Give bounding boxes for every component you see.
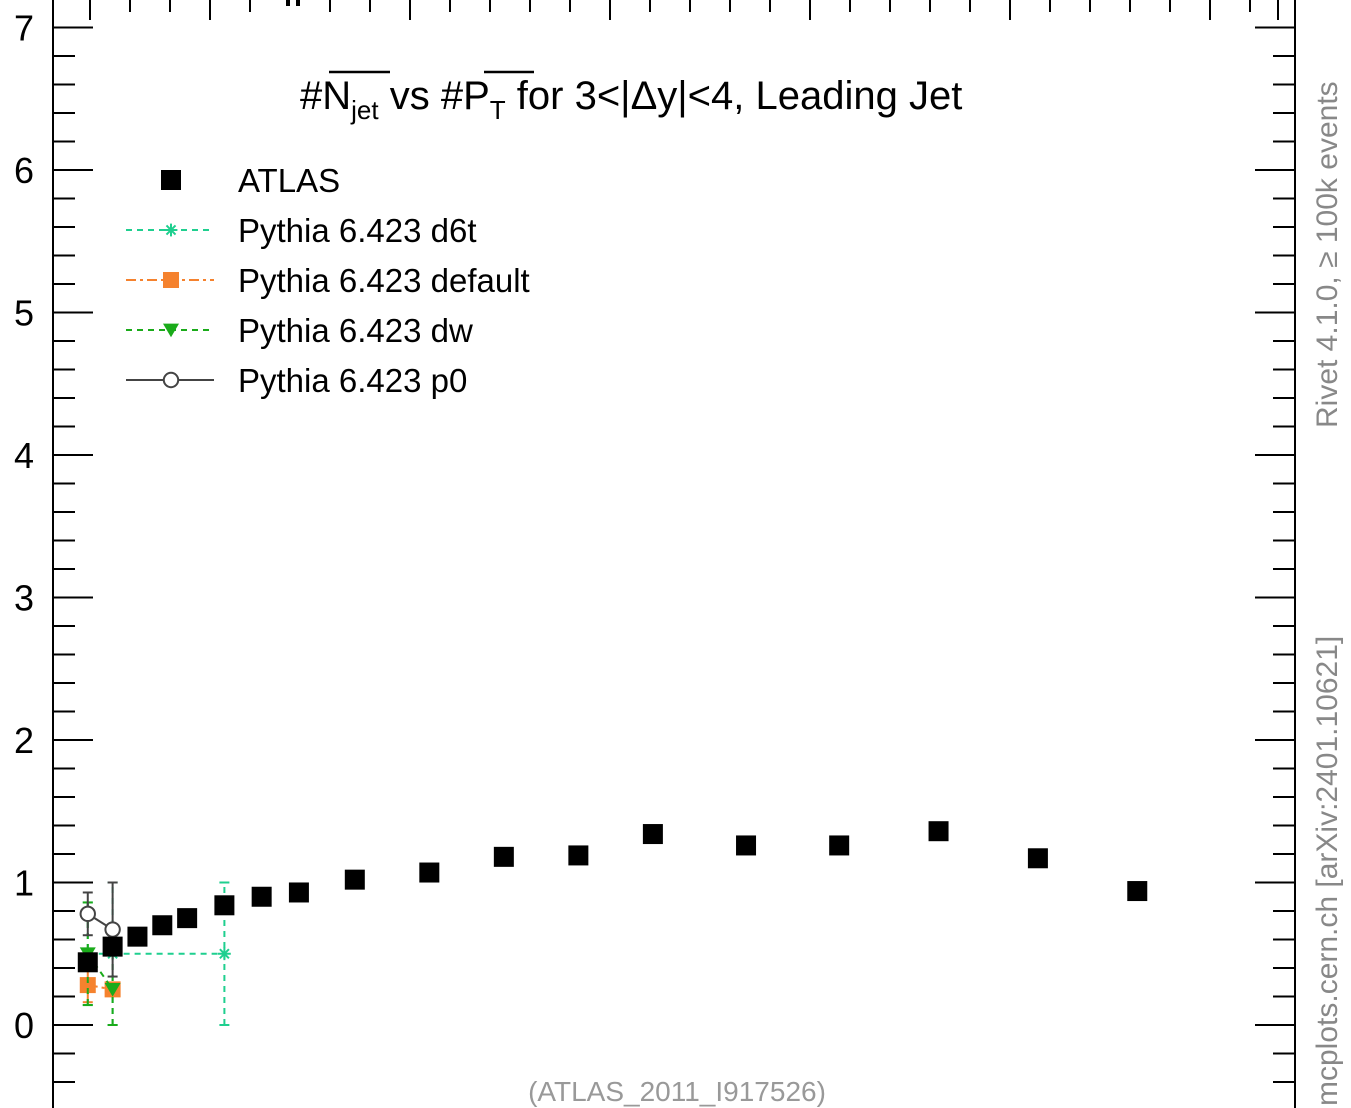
legend: ATLAS Pythia 6.423 d6t Pythia 6.423 defaul… (126, 162, 530, 399)
data-point (79, 977, 96, 994)
plot-frame (52, 0, 1296, 1108)
mcplots-label: mcplots.cern.ch [arXiv:2401.10621] (1311, 636, 1344, 1106)
chart-title: #Njet vs #PT for 3<|Δy|<4, Leading Jet (300, 74, 962, 125)
data-point (214, 895, 235, 916)
data-point (79, 905, 96, 923)
data-point (217, 947, 231, 961)
data-point (1127, 881, 1148, 902)
title-part2: vs # (379, 74, 464, 118)
y-tick-label-5: 5 (14, 293, 34, 334)
legend-marker (163, 272, 179, 288)
series-pythia-6-423-p0 (79, 881, 121, 978)
legend-marker (163, 323, 179, 338)
data-point (568, 845, 589, 866)
title-n-symbol: N (322, 74, 351, 118)
data-point (1027, 848, 1048, 869)
legend-label: Pythia 6.423 default (238, 262, 530, 299)
title-p-subscript: T (490, 95, 506, 125)
data-point (736, 835, 757, 856)
y-tick-label-0: 0 (14, 1005, 34, 1046)
y-tick-label-6: 6 (14, 150, 34, 191)
legend-marker (162, 371, 180, 389)
data-point (288, 882, 309, 903)
rivet-version-label: Rivet 4.1.0, ≥ 100k events (1311, 81, 1344, 428)
y-tick-label-7: 7 (14, 8, 34, 49)
legend-marker (161, 170, 181, 190)
data-point (928, 821, 949, 842)
data-point (177, 908, 198, 929)
title-n-subscript: jet (350, 95, 379, 125)
clipped-header-fragment-2 (296, 0, 300, 6)
clipped-header-fragment (286, 0, 290, 6)
legend-marker-stroke (165, 224, 177, 236)
data-point (127, 926, 148, 947)
data-point (152, 915, 173, 936)
legend-label: ATLAS (238, 162, 340, 199)
data-point (829, 835, 850, 856)
data-point (251, 886, 272, 907)
data-point-stroke (219, 948, 230, 959)
series-atlas (77, 821, 1148, 973)
legend-entry-3: Pythia 6.423 dw (126, 312, 473, 349)
legend-label: Pythia 6.423 d6t (238, 212, 477, 249)
legend-label: Pythia 6.423 p0 (238, 362, 467, 399)
title-p-symbol: P (463, 74, 490, 118)
data-point (419, 862, 440, 883)
series-layer (77, 821, 1148, 1026)
data-point (77, 952, 98, 973)
y-tick-label-4: 4 (14, 435, 34, 476)
legend-marker (164, 223, 178, 237)
title-part3: for 3<|Δy|<4, Leading Jet (506, 74, 963, 118)
data-point (102, 936, 123, 957)
legend-entry-1: Pythia 6.423 d6t (126, 212, 477, 249)
data-point (104, 982, 121, 997)
legend-entry-4: Pythia 6.423 p0 (126, 362, 467, 399)
y-tick-label-1: 1 (14, 863, 34, 904)
legend-entry-2: Pythia 6.423 default (126, 262, 530, 299)
axis-ticks (53, 0, 1295, 1083)
legend-label: Pythia 6.423 dw (238, 312, 473, 349)
data-point (642, 824, 663, 845)
legend-entry-0: ATLAS (161, 162, 340, 199)
data-point (493, 846, 514, 867)
y-tick-label-2: 2 (14, 720, 34, 761)
analysis-name-label: (ATLAS_2011_I917526) (528, 1076, 826, 1107)
y-axis-tick-labels: 0 1 2 3 4 5 6 7 (14, 8, 34, 1047)
data-point (344, 869, 365, 890)
data-point (104, 921, 121, 938)
y-tick-label-3: 3 (14, 578, 34, 619)
title-part1: # (300, 74, 323, 118)
